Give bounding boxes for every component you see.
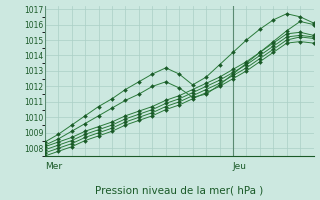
X-axis label: Pression niveau de la mer( hPa ): Pression niveau de la mer( hPa ) bbox=[95, 185, 263, 195]
Text: Mer: Mer bbox=[45, 162, 62, 171]
Text: Jeu: Jeu bbox=[233, 162, 247, 171]
